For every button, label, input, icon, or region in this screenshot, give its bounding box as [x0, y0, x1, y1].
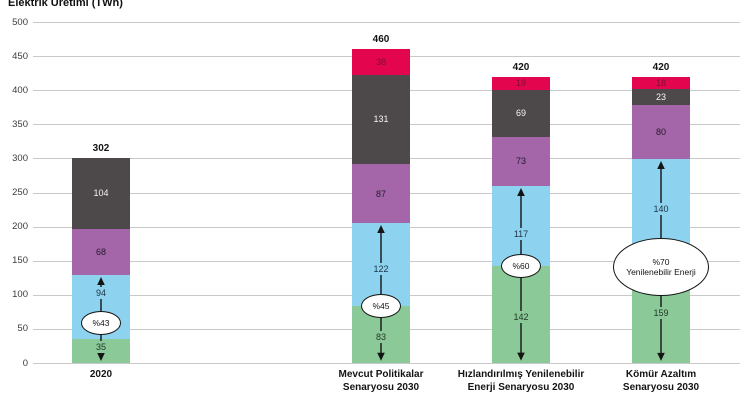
x-axis-label-line: Senaryosu 2030 — [622, 381, 700, 393]
bar-total-label: 420 — [512, 61, 530, 73]
y-axis-tick-label: 200 — [12, 221, 28, 233]
bar-segment-red: 18 — [632, 76, 690, 89]
segment-value-label: 83 — [372, 330, 390, 343]
x-axis-label-line: Senaryosu 2030 — [342, 381, 420, 393]
y-axis-tick-label: 300 — [12, 152, 28, 164]
segment-value-label: 38 — [375, 56, 386, 67]
x-axis-category-label: Kömür Azaltım Senaryosu 2030 — [576, 369, 740, 394]
x-axis-category-label: Mevcut Politikalar Senaryosu 2030 — [296, 369, 466, 394]
segment-value-label: 104 — [93, 188, 109, 199]
segment-value-label: 23 — [655, 91, 666, 102]
bar-segment-gray: 23 — [632, 88, 690, 105]
bar-segment-purple: 87 — [352, 163, 410, 224]
y-axis-tick-label: 500 — [12, 16, 28, 28]
x-axis-label-line: Hızlandırılmış Yenilenebilir — [457, 369, 585, 380]
share-percent-label: %43 — [92, 318, 110, 329]
x-axis-label-line: Enerji Senaryosu 2030 — [467, 381, 575, 393]
chart-title: Elektrik Üretimi (TWh) — [8, 0, 123, 9]
x-axis-category-label: 2020 — [16, 369, 186, 382]
bar-segment-red: 19 — [492, 76, 550, 90]
x-axis-label-line: Kömür Azaltım — [625, 369, 697, 380]
segment-value-label: 68 — [95, 246, 106, 257]
y-axis-tick-label: 150 — [12, 255, 28, 267]
x-axis-category-label: Hızlandırılmış Yenilenebilir Enerji Senar… — [436, 369, 606, 394]
segment-value-label: 117 — [510, 228, 532, 241]
x-axis-label-line: Mevcut Politikalar — [338, 369, 424, 380]
renewable-share-badge: %60 — [501, 254, 541, 279]
bar-total-label: 460 — [372, 33, 390, 45]
segment-value-label: 159 — [650, 306, 672, 319]
y-axis-tick-label: 100 — [12, 289, 28, 301]
y-axis-tick-label: 50 — [17, 323, 28, 335]
renewable-share-badge: %45 — [361, 294, 401, 319]
segment-value-label: 73 — [515, 156, 526, 167]
segment-value-label: 122 — [370, 262, 392, 275]
segment-value-label: 35 — [92, 341, 110, 354]
share-text-label: Yenilenebilir Enerji — [626, 266, 696, 277]
bar-segment-gray: 104 — [72, 157, 130, 229]
segment-value-label: 69 — [515, 108, 526, 119]
bar-total-label: 302 — [92, 142, 110, 154]
bar-segment-gray: 131 — [352, 74, 410, 164]
segment-value-label: 94 — [92, 287, 110, 300]
bar-segment-purple: 68 — [72, 228, 130, 276]
segment-value-label: 131 — [373, 114, 389, 125]
segment-value-label: 18 — [655, 77, 666, 88]
bar-segment-red: 38 — [352, 48, 410, 75]
gridline — [33, 22, 740, 23]
y-axis-tick-label: 400 — [12, 84, 28, 96]
renewable-share-badge: %70 Yenilenebilir Enerji — [613, 237, 709, 296]
bar-total-label: 420 — [652, 61, 670, 73]
gridline — [33, 363, 740, 364]
y-axis-tick-label: 350 — [12, 118, 28, 130]
segment-value-label: 19 — [515, 78, 526, 89]
bar-segment-purple: 80 — [632, 104, 690, 160]
segment-value-label: 87 — [375, 188, 386, 199]
y-axis-tick-label: 450 — [12, 50, 28, 62]
y-axis-tick-label: 250 — [12, 187, 28, 198]
segment-value-label: 142 — [510, 310, 532, 323]
share-percent-label: %60 — [512, 261, 530, 272]
bar-segment-purple: 73 — [492, 136, 550, 187]
y-axis-tick-label: 0 — [22, 357, 28, 369]
segment-value-label: 140 — [650, 202, 672, 215]
renewable-share-badge: %43 — [81, 311, 121, 336]
segment-value-label: 80 — [655, 126, 666, 137]
x-axis-label-line: 2020 — [89, 369, 113, 380]
bar-segment-gray: 69 — [492, 89, 550, 137]
share-percent-label: %70 — [652, 256, 670, 267]
share-percent-label: %45 — [372, 301, 390, 312]
